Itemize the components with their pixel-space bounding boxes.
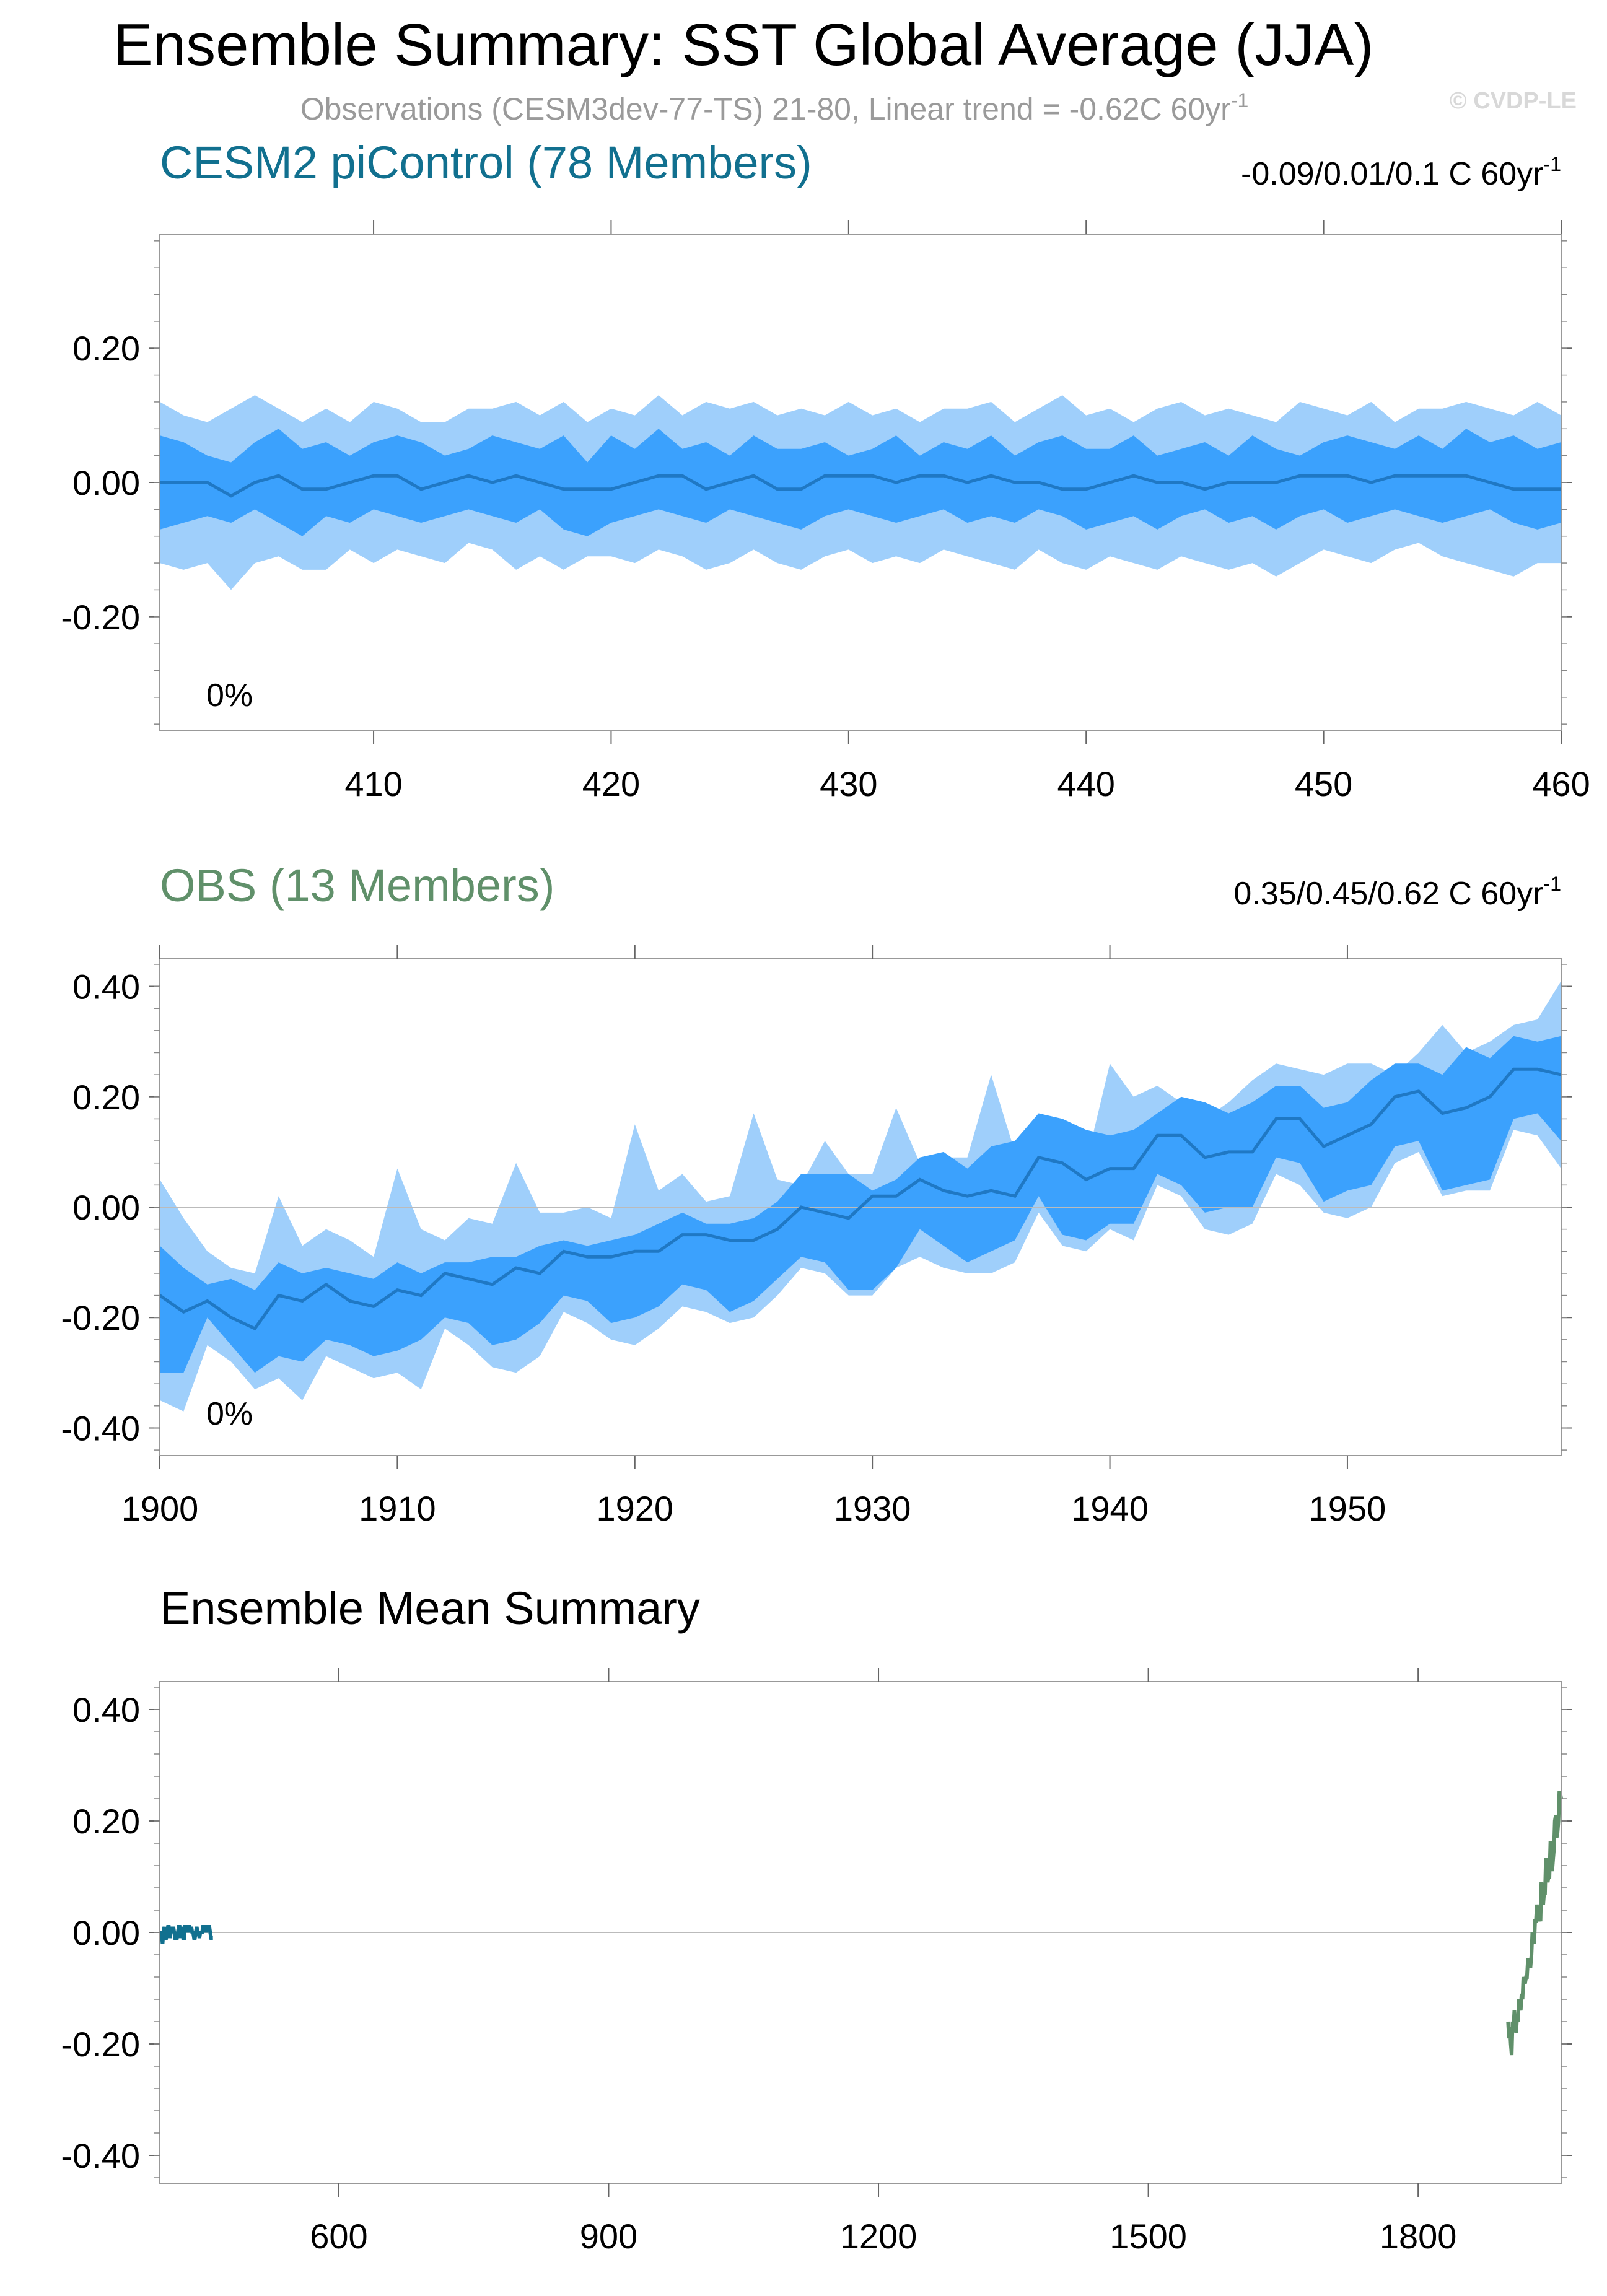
- subtitle-superscript: -1: [1231, 89, 1248, 111]
- obs-xtick-label: 1930: [834, 1489, 911, 1528]
- mean-xtick-label: 1500: [1110, 2217, 1187, 2256]
- obs-xtick-label: 1900: [121, 1489, 199, 1528]
- subtitle-text: Observations (CESM3dev-77-TS) 21-80, Lin…: [300, 92, 1231, 126]
- panel-cesm2-title: CESM2 piControl (78 Members): [160, 137, 812, 188]
- mean-xtick-label: 1200: [840, 2217, 917, 2256]
- panel-cesm2-plot-area: -0.20 0.00 0.20 410 420 430 440 450 460 0%: [61, 220, 1590, 803]
- obs-ytick-label: 0.20: [72, 1078, 140, 1117]
- panel-obs-plot-area: -0.40 -0.20 0.00 0.20 0.40 1900 1910 1920 1930 19…: [61, 945, 1572, 1528]
- mean-xtick-label: 1800: [1380, 2217, 1457, 2256]
- mean-ytick-label: 0.20: [72, 1802, 140, 1841]
- panel-obs-trend-sup: -1: [1544, 873, 1561, 895]
- obs-xtick-label: 1910: [359, 1489, 436, 1528]
- obs-ytick-label: 0.40: [72, 967, 140, 1006]
- cesm2-xtick-label: 440: [1057, 764, 1115, 803]
- mean-ytick-label: 0.40: [72, 1690, 140, 1729]
- cesm2-ytick-label: 0.00: [72, 463, 140, 502]
- obs-inner-band: [160, 1036, 1561, 1373]
- panel-cesm2-trend-text: -0.09/0.01/0.1 C 60yr: [1241, 156, 1544, 192]
- watermark: © CVDP-LE: [1450, 88, 1577, 114]
- obs-ytick-label: -0.20: [61, 1298, 140, 1337]
- cesm2-ytick-label: -0.20: [61, 598, 140, 637]
- obs-xtick-label: 1950: [1309, 1489, 1386, 1528]
- obs-xtick-label: 1920: [596, 1489, 673, 1528]
- obs-xtick-label: 1940: [1071, 1489, 1149, 1528]
- obs-ytick-label: -0.40: [61, 1408, 140, 1447]
- panel-cesm2-picontrol: CESM2 piControl (78 Members) -0.09/0.01/…: [61, 137, 1590, 803]
- mean-ytick-label: -0.40: [61, 2136, 140, 2175]
- cesm2-percent-label: 0%: [206, 678, 253, 714]
- cesm2-xtick-label: 450: [1295, 764, 1352, 803]
- panel-obs: OBS (13 Members) 0.35/0.45/0.62 C 60yr-1…: [61, 860, 1572, 1528]
- panel-cesm2-trend-label: -0.09/0.01/0.1 C 60yr-1: [1241, 153, 1561, 192]
- mean-xtick-label: 600: [310, 2217, 367, 2256]
- panel-ensemble-mean-plot-area: -0.40 -0.20 0.00 0.20 0.40 600 900 1200 1500 1800: [61, 1668, 1572, 2256]
- panel-obs-trend-text: 0.35/0.45/0.62 C 60yr: [1233, 876, 1543, 912]
- panel-obs-trend-label: 0.35/0.45/0.62 C 60yr-1: [1233, 873, 1561, 912]
- cesm2-xtick-label: 430: [820, 764, 877, 803]
- cesm2-xtick-label: 460: [1532, 764, 1590, 803]
- mean-line-cesm2: [159, 1925, 213, 1944]
- panel-ensemble-mean: Ensemble Mean Summary -0.40 -0.20 0.00 0.20…: [61, 1582, 1572, 2256]
- panel-cesm2-trend-sup: -1: [1544, 153, 1561, 175]
- cesm2-xtick-label: 410: [344, 764, 402, 803]
- panel-obs-title: OBS (13 Members): [160, 860, 554, 911]
- obs-median-line: [159, 1067, 1562, 1331]
- mean-line-obs: [1506, 1791, 1563, 2056]
- cesm2-median-line: [160, 474, 1561, 498]
- cesm2-xtick-label: 420: [582, 764, 640, 803]
- obs-percent-label: 0%: [206, 1396, 253, 1432]
- cesm2-ytick-label: 0.20: [72, 329, 140, 368]
- mean-ytick-label: -0.20: [61, 2025, 140, 2064]
- mean-ytick-label: 0.00: [72, 1913, 140, 1952]
- cesm2-inner-band: [160, 429, 1561, 536]
- obs-ytick-label: 0.00: [72, 1188, 140, 1227]
- figure-title: Ensemble Summary: SST Global Average (JJ…: [113, 12, 1374, 78]
- panel-ensemble-mean-title: Ensemble Mean Summary: [160, 1582, 700, 1634]
- mean-xtick-label: 900: [580, 2217, 637, 2256]
- figure-subtitle: Observations (CESM3dev-77-TS) 21-80, Lin…: [300, 89, 1249, 126]
